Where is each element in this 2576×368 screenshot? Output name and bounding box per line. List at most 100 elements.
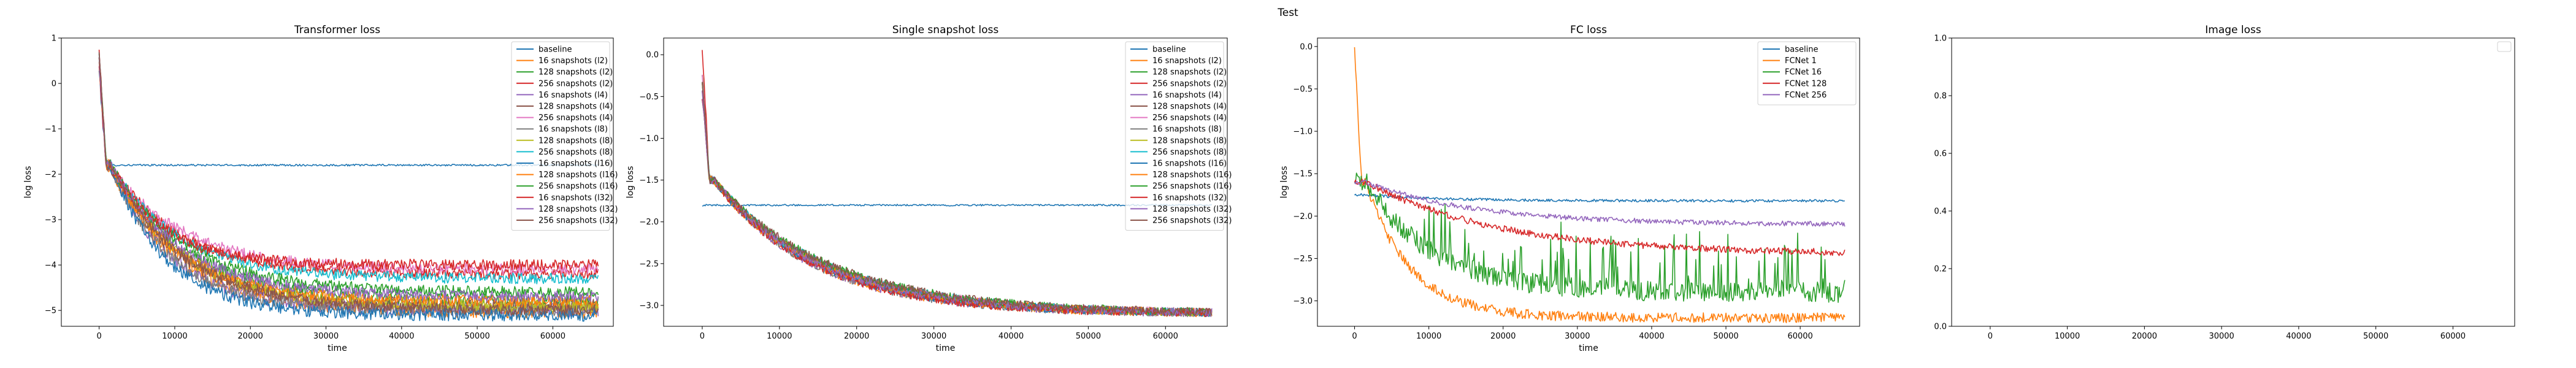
x-tick-label: 60000 (540, 332, 565, 341)
y-tick-label: 1 (52, 34, 56, 44)
y-tick-label: −1.0 (1293, 128, 1313, 137)
y-tick-label: −5 (45, 307, 56, 316)
legend-entry: 16 snapshots (l32) (539, 193, 613, 202)
x-tick-label: 30000 (313, 332, 339, 341)
y-tick-label: −1 (45, 125, 56, 134)
legend-box (1757, 41, 1857, 105)
legend (2497, 41, 2512, 52)
legend-entry: 256 snapshots (l4) (539, 113, 613, 123)
legend-entry: 256 snapshots (l16) (1152, 182, 1232, 191)
x-tick-label: 30000 (1565, 332, 1590, 341)
x-tick-label: 20000 (238, 332, 263, 341)
x-tick-label: 10000 (162, 332, 187, 341)
axes-frame (1317, 37, 1860, 327)
y-axis-label: log loss (23, 166, 33, 199)
series-line-14 (98, 66, 599, 271)
legend-entry: 128 snapshots (l32) (1152, 205, 1232, 214)
series-line-3 (1354, 172, 1846, 303)
axes-frame (1951, 37, 2515, 327)
subplot-title: Transformer loss (294, 24, 380, 36)
subplot-title: Single snapshot loss (892, 24, 999, 36)
legend-entry: baseline (1152, 45, 1186, 55)
subplot-4: Image loss 0 10000 20000 30000 40000 50000 6000… (1934, 24, 2515, 341)
y-tick-label: −3 (45, 216, 56, 225)
legend-entry: 256 snapshots (l2) (1152, 79, 1227, 88)
y-tick-label: 0.6 (1934, 150, 1947, 159)
x-tick-label: 0 (97, 332, 102, 341)
x-tick-label: 10000 (2055, 332, 2080, 341)
legend-entry: 16 snapshots (l16) (539, 159, 613, 169)
x-tick-label: 30000 (2209, 332, 2234, 341)
series-line-7 (98, 53, 599, 275)
x-tick-label: 60000 (2440, 332, 2466, 341)
series-lines (702, 50, 1213, 318)
y-tick-label: 0.0 (1300, 42, 1313, 52)
series-line-5 (1354, 179, 1846, 227)
series-line-1 (1354, 193, 1845, 203)
series-line-16 (702, 82, 1213, 316)
legend-entry: 256 snapshots (l16) (539, 182, 618, 191)
x-axis-label: time (936, 343, 956, 353)
y-tick-label: −1.0 (639, 134, 659, 144)
y-tick-label: −4 (45, 261, 56, 270)
legend-entry: 16 snapshots (l2) (1152, 56, 1222, 66)
legend-entry: FCNet 1 (1785, 56, 1817, 66)
legend-entry: baseline (1785, 45, 1818, 55)
x-tick-label: 10000 (1416, 332, 1441, 341)
legend-entry: 16 snapshots (l2) (539, 56, 608, 66)
series-line-8 (98, 66, 599, 317)
legend-entry: 128 snapshots (l8) (539, 136, 613, 145)
axes-frame (663, 37, 1228, 327)
y-tick-label: 1.0 (1934, 34, 1947, 44)
x-tick-label: 20000 (844, 332, 869, 341)
subplot-title: FC loss (1570, 24, 1607, 36)
series-line-15 (98, 56, 599, 302)
series-line-4 (1354, 178, 1846, 256)
legend-entry: 256 snapshots (l32) (1152, 217, 1232, 226)
y-tick-label: −3.0 (639, 301, 659, 310)
legend-entry: 128 snapshots (l2) (1152, 68, 1227, 77)
y-axis-label: log loss (626, 166, 635, 199)
legend-entry: FCNet 16 (1785, 68, 1822, 77)
x-tick-label: 10000 (767, 332, 792, 341)
subplot-1: Transformer loss 0 10000 20000 30000 40000 500… (23, 24, 618, 353)
legend-entry: 128 snapshots (l4) (1152, 102, 1227, 112)
figure-suptitle: Test (1277, 7, 1298, 19)
x-tick-label: 0 (700, 332, 705, 341)
legend-entry: 256 snapshots (l32) (539, 217, 618, 226)
legend-entry: 128 snapshots (l16) (1152, 171, 1232, 180)
y-tick-label: −0.5 (1293, 85, 1313, 94)
legend-entry: 16 snapshots (l8) (1152, 125, 1222, 134)
legend-entry: 256 snapshots (l8) (539, 148, 613, 157)
y-tick-label: −0.5 (639, 93, 659, 102)
series-line-16 (98, 52, 599, 316)
subplot-2: Single snapshot loss 0 10000 20000 30000 4000… (626, 24, 1232, 353)
legend-entry: 16 snapshots (l4) (539, 91, 608, 100)
x-axis-label: time (1579, 343, 1598, 353)
y-tick-label: −2.0 (639, 218, 659, 227)
y-axis-label: log loss (1279, 166, 1289, 199)
x-tick-label: 30000 (921, 332, 946, 341)
x-tick-label: 40000 (389, 332, 414, 341)
legend-box (1125, 41, 1224, 231)
legend-entry: 256 snapshots (l4) (1152, 113, 1227, 123)
series-line-10 (98, 53, 599, 285)
legend-entry: 16 snapshots (l8) (539, 125, 608, 134)
y-tick-label: −1.5 (639, 176, 659, 185)
series-lines (1354, 47, 1846, 323)
y-tick-label: 0 (52, 80, 56, 89)
x-tick-label: 0 (1988, 332, 1993, 341)
legend-entry: 16 snapshots (l4) (1152, 91, 1222, 100)
x-tick-label: 60000 (1153, 332, 1178, 341)
y-tick-label: −2.5 (1293, 255, 1313, 264)
y-tick-label: 0.2 (1934, 265, 1947, 274)
legend-entry: FCNet 128 (1785, 79, 1827, 88)
x-tick-label: 40000 (999, 332, 1024, 341)
legend-entry: 256 snapshots (l2) (539, 79, 613, 88)
x-axis-label: time (328, 343, 347, 353)
x-tick-label: 0 (1352, 332, 1357, 341)
x-tick-label: 40000 (2286, 332, 2311, 341)
